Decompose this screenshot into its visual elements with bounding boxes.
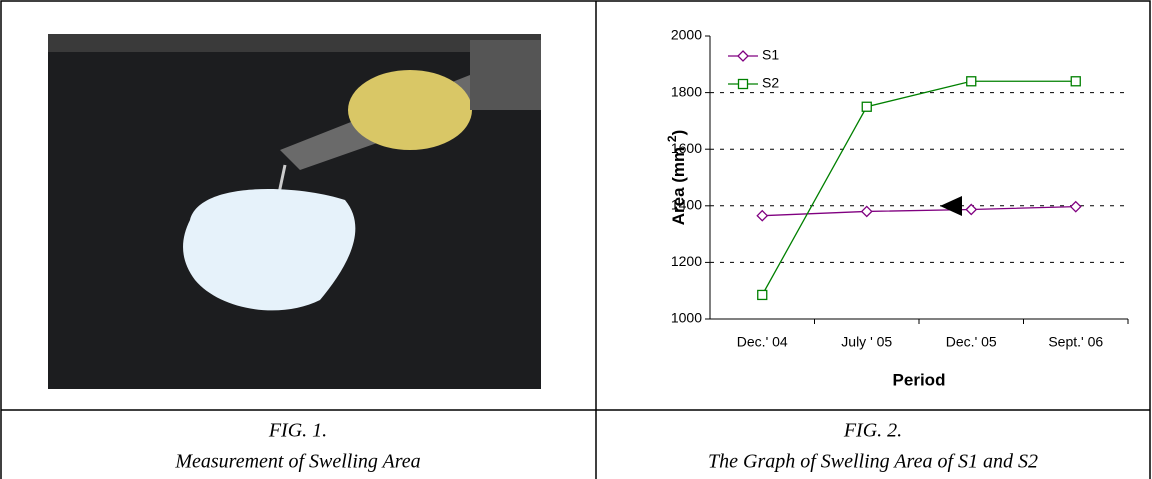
- y-label-text: Area (mm: [669, 142, 688, 225]
- y-axis-label: Area (mm 2): [665, 130, 688, 226]
- y-tick-label: 1800: [671, 83, 702, 99]
- marker: [757, 211, 767, 221]
- x-tick-label: July ' 05: [841, 334, 892, 350]
- marker: [1071, 77, 1080, 86]
- marker: [966, 204, 976, 214]
- y-tick-label: 1000: [671, 310, 702, 326]
- caption-text: Measurement of Swelling Area: [174, 451, 420, 473]
- marker: [739, 80, 748, 89]
- marker: [758, 290, 767, 299]
- page: 100012001400160018002000Dec.' 04July ' 0…: [0, 0, 1152, 479]
- caption-number: FIG. 2.: [843, 420, 902, 442]
- marker: [862, 102, 871, 111]
- caption-number: FIG. 1.: [268, 420, 327, 442]
- caption-text: The Graph of Swelling Area of S1 and S2: [708, 451, 1038, 473]
- marker: [862, 206, 872, 216]
- marker: [1071, 202, 1081, 212]
- x-tick-label: Sept.' 06: [1048, 334, 1103, 350]
- marker: [967, 77, 976, 86]
- x-tick-label: Dec.' 05: [946, 334, 997, 350]
- y-tick-label: 1200: [671, 253, 702, 269]
- series-line: [762, 81, 1076, 295]
- x-axis-label: Period: [893, 370, 946, 389]
- marker: [738, 51, 748, 61]
- photo: [48, 34, 541, 389]
- y-tick-label: 2000: [671, 27, 702, 43]
- x-tick-label: Dec.' 04: [737, 334, 788, 350]
- legend-label: S1: [762, 47, 779, 63]
- legend-label: S2: [762, 75, 779, 91]
- y-label-close: ): [669, 130, 688, 136]
- annotation-arrow: [940, 196, 962, 216]
